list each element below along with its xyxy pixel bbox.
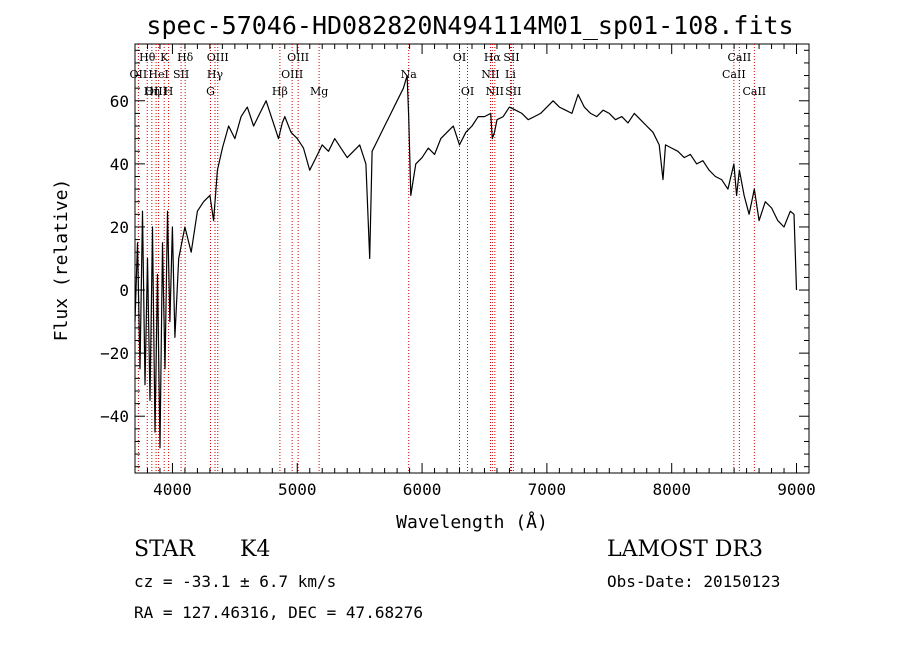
spectral-line-label-11: G	[206, 85, 215, 98]
y-tick-label-40: 40	[110, 155, 129, 174]
spectral-line-label-15: Mg	[310, 85, 328, 98]
spectral-line-label-2: OIII	[145, 85, 167, 98]
spectral-line-label-25: CaII	[728, 51, 752, 64]
x-tick-label-5000: 5000	[278, 480, 317, 499]
y-tick-label-0: 0	[119, 281, 129, 300]
y-axis-label: Flux (relative)	[51, 179, 72, 342]
x-tick-label-8000: 8000	[652, 480, 691, 499]
spectral-line-label-16: Na	[401, 68, 418, 81]
redshift-readout: cz = -33.1 ± 6.7 km/s	[134, 572, 337, 591]
spectral-line-label-0: Hθ	[139, 51, 156, 64]
x-tick-label-9000: 9000	[777, 480, 816, 499]
spectral-line-label-18: OI	[461, 85, 474, 98]
object-subclass: K4	[240, 537, 271, 562]
chart-title: spec-57046-HD082820N494114M01_sp01-108.f…	[146, 11, 793, 40]
spectral-line-label-13: OIII	[287, 51, 309, 64]
spectral-line-label-7: H	[164, 85, 174, 98]
spectral-line-label-17: OI	[453, 51, 466, 64]
y-tick-label-60: 60	[110, 92, 129, 111]
spectral-line-label-23: Li	[505, 68, 516, 81]
spectral-line-label-3: Hη	[144, 85, 160, 98]
x-axis-label: Wavelength (Å)	[396, 511, 548, 533]
spectral-line-label-10: Hγ	[207, 68, 224, 81]
spectral-line-label-21: NII	[486, 85, 504, 98]
y-tick-label--20: −20	[100, 344, 129, 363]
y-tick-label-20: 20	[110, 218, 129, 237]
spectral-line-label-6: SII	[173, 68, 189, 81]
x-tick-label-4000: 4000	[153, 480, 192, 499]
spectral-line-label-27: CaII	[742, 85, 766, 98]
x-tick-label-6000: 6000	[403, 480, 442, 499]
x-tick-label-7000: 7000	[528, 480, 567, 499]
survey-name: LAMOST DR3	[607, 537, 763, 562]
spectral-line-label-19: Hα	[484, 51, 502, 64]
spectral-line-label-24: SII	[505, 85, 521, 98]
spectral-line-label-22: SII	[503, 51, 519, 64]
sky-coordinates: RA = 127.46316, DEC = 47.68276	[134, 603, 423, 622]
spectral-line-label-12: Hβ	[272, 85, 288, 98]
spectral-line-label-20: NII	[481, 68, 499, 81]
spectral-line-label-26: CaII	[722, 68, 746, 81]
spectral-line-label-8: Hδ	[177, 51, 194, 64]
spectrum-line-0	[134, 74, 798, 449]
spectral-line-label-9: OIII	[207, 51, 229, 64]
spectral-line-label-5: K	[160, 51, 169, 64]
spectral-line-label-14: OIII	[281, 68, 303, 81]
observation-date: Obs-Date: 20150123	[607, 572, 781, 591]
y-tick-label--40: −40	[100, 407, 129, 426]
spectral-line-label-1: OII	[130, 68, 148, 81]
object-class: STAR	[134, 537, 195, 562]
spectral-line-label-4: HeI	[148, 68, 168, 81]
plot-frame	[134, 43, 810, 474]
